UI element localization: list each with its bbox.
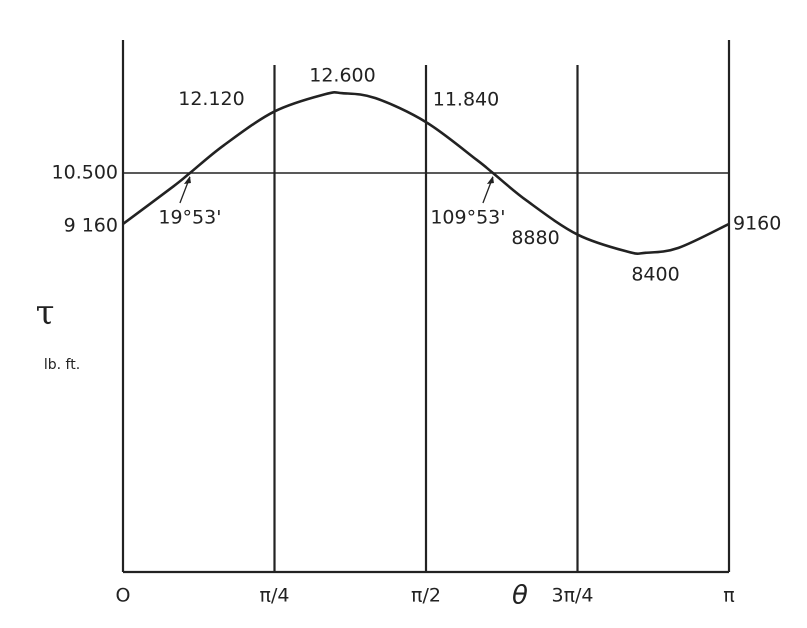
arrow-head (486, 176, 494, 184)
y-unit: lb. ft. (44, 357, 80, 373)
value-label: 11.840 (433, 89, 499, 111)
x-label: θ (512, 581, 528, 611)
value-label: 8400 (631, 263, 679, 285)
value-label: 9160 (733, 212, 781, 234)
x-tick-label: π/4 (260, 585, 290, 607)
annotation: 19°53' (158, 207, 221, 229)
x-tick-label: O (116, 585, 131, 607)
x-tick-label: π (723, 585, 734, 607)
annotation: 109°53' (430, 207, 505, 229)
torque-curve (122, 91, 730, 255)
value-label: 9 160 (64, 214, 118, 236)
arrow-head (183, 176, 191, 184)
value-label: 12.600 (309, 65, 375, 87)
y-label: τ (36, 293, 55, 333)
value-label: 8880 (511, 227, 559, 249)
x-tick-label: 3π/4 (551, 585, 593, 607)
value-label: 12.120 (178, 88, 244, 110)
reference-label: 10.500 (52, 162, 118, 184)
x-tick-label: π/2 (411, 585, 441, 607)
